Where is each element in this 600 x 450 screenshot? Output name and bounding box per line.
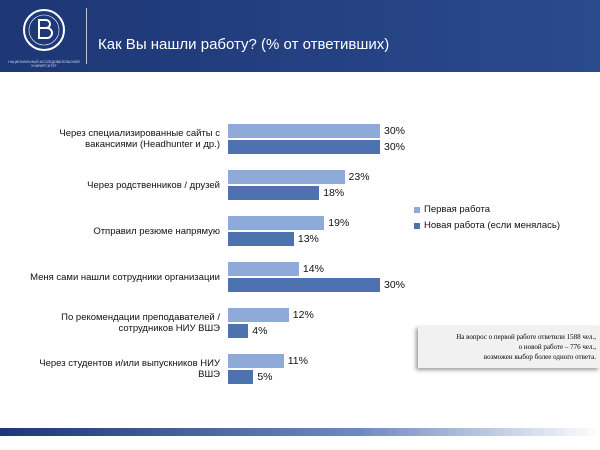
bar bbox=[228, 124, 380, 138]
bar bbox=[228, 140, 380, 154]
logo-caption: НАЦИОНАЛЬНЫЙ ИССЛЕДОВАТЕЛЬСКИЙ УНИВЕРСИТ… bbox=[8, 60, 80, 68]
bar bbox=[228, 278, 380, 292]
note-line: На вопрос о первой работе ответили 1588 … bbox=[456, 333, 596, 341]
value-label: 4% bbox=[252, 325, 268, 337]
category-label: По рекомендации преподавателей / сотрудн… bbox=[61, 312, 220, 334]
header: НАЦИОНАЛЬНЫЙ ИССЛЕДОВАТЕЛЬСКИЙ УНИВЕРСИТ… bbox=[0, 0, 600, 72]
category-label: Меня сами нашли сотрудники организации bbox=[30, 271, 220, 283]
value-label: 5% bbox=[257, 371, 273, 383]
bar bbox=[228, 186, 320, 200]
category-label: Через студентов и/или выпускников НИУ ВШ… bbox=[39, 358, 220, 380]
value-label: 19% bbox=[328, 217, 350, 229]
legend-item: Первая работа bbox=[414, 204, 490, 215]
value-label: 30% bbox=[384, 125, 406, 137]
bar bbox=[228, 324, 249, 338]
legend-swatch bbox=[414, 222, 420, 229]
value-label: 23% bbox=[348, 171, 370, 183]
bar bbox=[228, 262, 299, 276]
value-label: 14% bbox=[302, 263, 324, 275]
bar bbox=[228, 354, 284, 368]
value-label: 12% bbox=[292, 309, 314, 321]
footer-stripe bbox=[0, 428, 600, 436]
logo bbox=[23, 9, 65, 51]
value-label: 30% bbox=[384, 141, 406, 153]
separator bbox=[86, 8, 87, 64]
legend-swatch bbox=[414, 206, 420, 213]
bar bbox=[228, 370, 254, 384]
bar bbox=[228, 232, 294, 246]
category-label: Через родственников / друзей bbox=[87, 179, 220, 191]
note: На вопрос о первой работе ответили 1588 … bbox=[418, 326, 600, 368]
note-line: о новой работе – 776 чел., bbox=[518, 343, 596, 351]
legend-label: Первая работа bbox=[424, 204, 491, 215]
slide-title: Как Вы нашли работу? (% от ответивших) bbox=[98, 36, 390, 53]
value-label: 30% bbox=[384, 279, 406, 291]
legend-item: Новая работа (если менялась) bbox=[414, 220, 560, 231]
bar bbox=[228, 170, 345, 184]
bar bbox=[228, 216, 325, 230]
value-label: 18% bbox=[323, 187, 345, 199]
category-label: Через специализированные сайты с ваканси… bbox=[59, 128, 220, 150]
value-label: 11% bbox=[287, 355, 308, 367]
legend-label: Новая работа (если менялась) bbox=[424, 220, 560, 231]
category-label: Отправил резюме напрямую bbox=[93, 225, 220, 237]
note-line: возможен выбор более одного ответа. bbox=[483, 353, 596, 361]
bar bbox=[228, 308, 289, 322]
value-label: 13% bbox=[297, 233, 319, 245]
